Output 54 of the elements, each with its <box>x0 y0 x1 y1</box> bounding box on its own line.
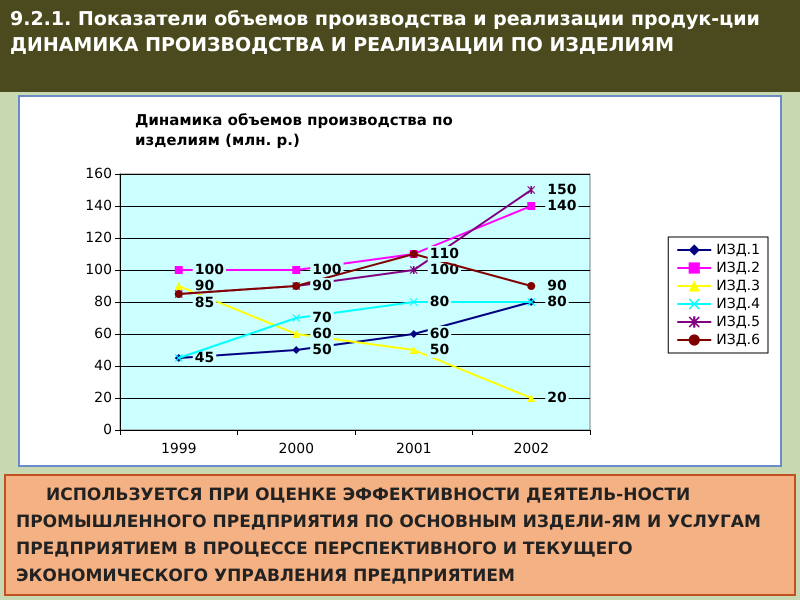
legend-label: ИЗД.6 <box>716 332 760 348</box>
data-label: 100 <box>312 262 342 278</box>
data-label: 45 <box>194 350 214 366</box>
data-label: 20 <box>547 390 567 406</box>
point <box>527 282 536 290</box>
data-label: 85 <box>194 295 214 311</box>
data-label: 60 <box>312 326 332 342</box>
data-label: 100 <box>194 262 224 278</box>
data-label: 90 <box>547 278 567 294</box>
y-tick-label: 20 <box>94 390 112 406</box>
y-tick-label: 60 <box>94 326 112 342</box>
data-label: 150 <box>547 182 577 198</box>
data-label: 90 <box>312 278 332 294</box>
legend-label: ИЗД.2 <box>716 260 760 276</box>
data-label: 50 <box>312 342 332 358</box>
data-label: 80 <box>430 294 450 310</box>
x-tick-label: 2002 <box>513 441 550 457</box>
x-tick-label: 1999 <box>160 441 197 457</box>
point <box>292 346 300 354</box>
data-label: 50 <box>430 342 450 358</box>
chart-title: 9.2.1. Показатели объемов производства и реализации продук-ции ДИНАМИКА ПРОИЗВОДСТВА И РЕАЛИЗАЦИИ ПО ИЗДЕЛИЯМ <box>0 0 800 92</box>
chart-subtitle: Динамика объемов производства по изделиям (млн. р.) <box>135 111 458 149</box>
point <box>527 186 536 194</box>
y-tick-label: 120 <box>85 230 112 246</box>
data-label: 90 <box>194 278 214 294</box>
legend-label: ИЗД.1 <box>716 242 760 258</box>
y-tick-label: 100 <box>85 262 112 278</box>
point <box>410 298 418 306</box>
x-tick-label: 2001 <box>396 441 432 457</box>
point <box>410 266 418 274</box>
point <box>410 346 418 354</box>
point <box>292 330 300 338</box>
point <box>292 266 300 274</box>
data-label: 110 <box>430 246 460 262</box>
text: ИСПОЛЬЗУЕТСЯ ПРИ ОЦЕНКЕ ЭФФЕКТИВНОСТИ ДЕЯТЕЛЬ-НОСТИ ПРОМЫШЛЕННОГО ПРЕДПРИЯТИЯ ПО ОСНОВНЫМ ИЗДЕЛИ-ЯМ И УСЛУГАМ ПРЕДПРИЯТИЕМ В ПРОЦЕССЕ ПЕРСПЕКТИВНОГО И ТЕКУЩЕГО ЭКОНОМИЧЕСКОГО УПРАВЛЕНИЯ ПРЕДПРИЯТИЕМ <box>16 484 762 588</box>
y-tick-label: 80 <box>94 294 112 310</box>
point <box>174 282 183 290</box>
point <box>174 266 183 274</box>
point <box>527 202 536 210</box>
point <box>410 330 418 338</box>
legend-label: ИЗД.3 <box>716 278 760 294</box>
point <box>527 394 536 402</box>
y-tick-label: 40 <box>94 358 112 374</box>
point <box>292 314 300 322</box>
y-tick-label: 0 <box>103 422 112 438</box>
y-tick-label: 140 <box>85 198 112 214</box>
data-label: 60 <box>430 326 450 342</box>
legend-label: ИЗД.4 <box>716 296 760 312</box>
data-label: 70 <box>312 310 332 326</box>
y-tick-label: 160 <box>85 166 112 182</box>
x-tick-label: 2000 <box>278 441 314 457</box>
data-label: 140 <box>547 198 577 214</box>
data-label: 80 <box>547 294 567 310</box>
legend-label: ИЗД.5 <box>716 314 760 330</box>
